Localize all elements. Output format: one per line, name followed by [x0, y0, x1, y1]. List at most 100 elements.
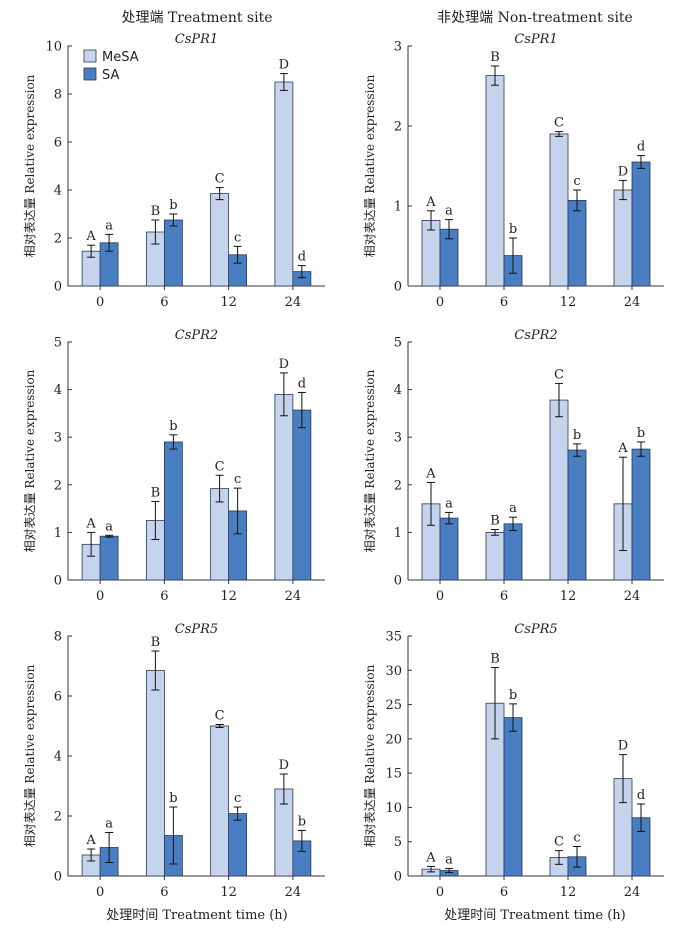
sa-bar	[99, 535, 119, 581]
legend-label-mesa: MeSA	[102, 50, 139, 65]
y-tick-label: 3	[54, 431, 62, 446]
y-tick-label: 6	[54, 690, 62, 705]
significance-label: d	[637, 140, 645, 155]
sa-bar	[439, 517, 459, 581]
x-tick-label: 6	[160, 885, 168, 900]
significance-label: b	[169, 791, 177, 806]
x-tick-label: 24	[624, 885, 641, 900]
column-title-treatment: 处理端 Treatment site	[122, 10, 273, 26]
y-tick-label: 0	[54, 574, 62, 589]
y-tick-label: 35	[385, 630, 402, 645]
significance-label: A	[425, 195, 436, 210]
x-tick-label: 0	[96, 295, 104, 310]
y-axis-label: 相对表达量 Relative expression	[363, 74, 377, 257]
chart-title: CsPR5	[514, 622, 557, 637]
significance-label: d	[298, 250, 306, 265]
x-tick-label: 0	[436, 295, 444, 310]
y-tick-label: 0	[394, 280, 402, 295]
y-tick-label: 20	[385, 732, 402, 747]
y-tick-label: 2	[394, 478, 402, 493]
y-axis-label: 相对表达量 Relative expression	[23, 369, 37, 552]
y-tick-label: 2	[54, 810, 62, 825]
y-tick-label: 0	[394, 870, 402, 885]
y-tick-label: 2	[54, 232, 62, 247]
significance-label: b	[637, 426, 645, 441]
significance-label: C	[215, 459, 225, 474]
significance-label: A	[85, 833, 96, 848]
significance-label: C	[554, 835, 564, 850]
column-title-non-treatment: 非处理端 Non-treatment site	[437, 10, 633, 26]
y-tick-label: 1	[54, 526, 62, 541]
mesa-bar	[549, 133, 569, 287]
x-tick-label: 12	[220, 589, 237, 604]
significance-label: A	[85, 229, 96, 244]
y-axis-label: 相对表达量 Relative expression	[23, 74, 37, 257]
x-tick-label: 0	[96, 885, 104, 900]
significance-label: a	[105, 817, 113, 832]
x-tick-label: 6	[500, 295, 508, 310]
x-tick-label: 24	[285, 295, 302, 310]
x-tick-label: 24	[624, 589, 641, 604]
significance-label: b	[509, 688, 517, 703]
significance-label: c	[234, 230, 241, 245]
significance-label: c	[234, 791, 241, 806]
significance-label: B	[151, 485, 161, 500]
y-tick-label: 25	[385, 698, 402, 713]
mesa-bar	[210, 193, 230, 287]
significance-label: B	[151, 635, 161, 650]
significance-label: B	[151, 204, 161, 219]
chart-title: CsPR2	[175, 328, 218, 343]
x-tick-label: 12	[220, 885, 237, 900]
significance-label: B	[490, 50, 500, 65]
chart-title: CsPR1	[514, 32, 557, 47]
significance-label: c	[234, 472, 241, 487]
mesa-bar	[485, 532, 505, 581]
significance-label: C	[215, 172, 225, 187]
y-axis-label: 相对表达量 Relative expression	[23, 664, 37, 847]
y-tick-label: 5	[394, 835, 402, 850]
significance-label: D	[279, 357, 289, 372]
mesa-bar	[145, 670, 165, 877]
y-tick-label: 3	[394, 431, 402, 446]
x-tick-label: 6	[500, 589, 508, 604]
significance-label: b	[169, 198, 177, 213]
sa-bar	[163, 219, 183, 287]
legend-swatch-mesa	[83, 49, 97, 63]
significance-label: b	[573, 428, 581, 443]
x-tick-label: 12	[560, 589, 577, 604]
significance-label: D	[279, 758, 289, 773]
mesa-bar	[549, 399, 569, 581]
chart-panel-5: 0 5 10 15 20 25 30 35 相对表达量 Relative expression C…	[363, 622, 664, 900]
y-tick-label: 0	[54, 280, 62, 295]
y-tick-label: 10	[45, 40, 62, 55]
significance-label: a	[445, 852, 453, 867]
y-tick-label: 4	[394, 383, 402, 398]
significance-label: a	[445, 496, 453, 511]
significance-label: a	[509, 501, 517, 516]
y-tick-label: 5	[54, 336, 62, 351]
significance-label: a	[105, 218, 113, 233]
chart-title: CsPR5	[175, 622, 218, 637]
sa-bar	[567, 199, 587, 287]
x-tick-label: 0	[96, 589, 104, 604]
sa-bar	[503, 717, 523, 877]
sa-bar	[163, 441, 183, 581]
significance-label: d	[298, 376, 306, 391]
x-tick-label: 24	[285, 885, 302, 900]
significance-label: D	[618, 164, 628, 179]
significance-label: a	[445, 204, 453, 219]
x-tick-label: 12	[220, 295, 237, 310]
significance-label: C	[554, 367, 564, 382]
y-tick-label: 8	[54, 630, 62, 645]
sa-bar	[631, 448, 651, 581]
significance-label: c	[573, 831, 580, 846]
mesa-bar	[210, 725, 230, 877]
x-tick-label: 0	[436, 885, 444, 900]
significance-label: B	[490, 652, 500, 667]
significance-label: A	[85, 516, 96, 531]
x-tick-label: 0	[436, 589, 444, 604]
significance-label: C	[215, 709, 225, 724]
y-axis-label: 相对表达量 Relative expression	[363, 369, 377, 552]
